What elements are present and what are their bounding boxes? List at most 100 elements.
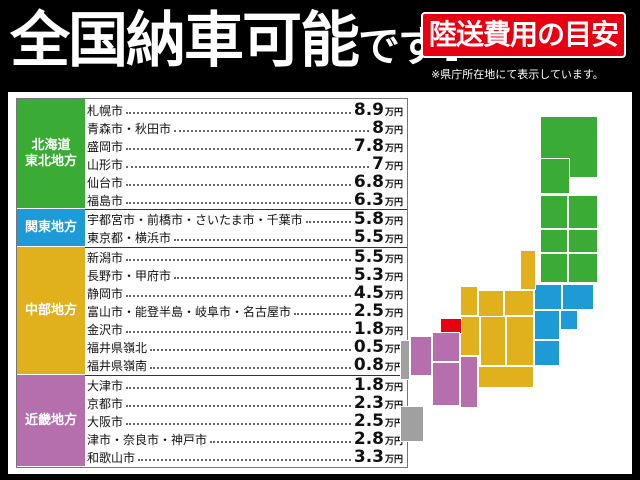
map-prefecture bbox=[478, 366, 534, 388]
price-unit: 万円 bbox=[384, 419, 403, 429]
leader-dots bbox=[150, 343, 351, 351]
price-row: 富山市・能登半島・岐阜市・名古屋市 2.5万円 bbox=[87, 301, 403, 321]
city-name: 仙台市 bbox=[87, 175, 124, 190]
map-prefecture bbox=[568, 195, 598, 229]
price-unit: 万円 bbox=[384, 198, 403, 208]
city-name: 新潟市 bbox=[87, 250, 124, 265]
price-value: 2.5万円 bbox=[353, 411, 403, 431]
price-value: 5.5万円 bbox=[353, 227, 403, 247]
price-value: 0.8万円 bbox=[353, 355, 403, 375]
price-unit: 万円 bbox=[384, 162, 403, 172]
price-row: 金沢市 1.8万円 bbox=[87, 319, 403, 339]
price-unit: 万円 bbox=[384, 235, 403, 245]
region-divider bbox=[85, 209, 407, 210]
price-row: 津市・奈良市・神戸市 2.8万円 bbox=[87, 429, 403, 449]
price-row: 宇都宮市・前橋市・さいたま市・千葉市 5.8万円 bbox=[87, 209, 403, 229]
price-row: 福島市 6.3万円 bbox=[87, 190, 403, 210]
map-prefecture bbox=[568, 229, 598, 253]
price-table: 北海道 東北地方 関東地方 中部地方 近畿地方 札幌市 8.9万円 青森市・秋田市 8万… bbox=[16, 98, 408, 468]
city-name: 大阪市 bbox=[87, 414, 124, 429]
price-unit: 万円 bbox=[384, 273, 403, 283]
header: 全国納車可能です! 陸送費用の目安 ※県庁所在地にて表示しています。 bbox=[0, 0, 640, 90]
price-unit: 万円 bbox=[384, 217, 403, 227]
city-name: 和歌山市 bbox=[87, 450, 136, 465]
price-unit: 万円 bbox=[384, 383, 403, 393]
leader-dots bbox=[294, 307, 351, 315]
map-prefecture bbox=[478, 290, 504, 320]
leader-dots bbox=[126, 289, 351, 297]
price-unit: 万円 bbox=[384, 345, 403, 355]
city-name: 福井県嶺北 bbox=[87, 340, 148, 355]
map-prefecture bbox=[400, 406, 424, 442]
price-row: 大津市 1.8万円 bbox=[87, 375, 403, 395]
price-row: 福井県嶺南 0.8万円 bbox=[87, 355, 403, 375]
cost-guide-badge: 陸送費用の目安 bbox=[421, 12, 626, 58]
price-value: 7.8万円 bbox=[353, 136, 403, 156]
region-divider bbox=[85, 375, 407, 376]
map-prefecture bbox=[560, 310, 578, 330]
price-value: 2.3万円 bbox=[353, 393, 403, 413]
price-row: 東京都・横浜市 5.5万円 bbox=[87, 227, 403, 247]
price-value: 5.5万円 bbox=[353, 247, 403, 267]
price-row: 山形市 7万円 bbox=[87, 154, 403, 174]
region-divider bbox=[85, 247, 407, 248]
leader-dots bbox=[150, 361, 351, 369]
map-prefecture bbox=[460, 356, 478, 408]
region-label-hokkaido-tohoku: 北海道 東北地方 bbox=[17, 99, 85, 209]
leader-dots bbox=[210, 435, 351, 443]
price-row: 青森市・秋田市 8万円 bbox=[87, 118, 403, 138]
price-row: 盛岡市 7.8万円 bbox=[87, 136, 403, 156]
price-value: 1.8万円 bbox=[353, 319, 403, 339]
city-name: 津市・奈良市・神戸市 bbox=[87, 432, 208, 447]
price-row: 大阪市 2.5万円 bbox=[87, 411, 403, 431]
map-prefecture bbox=[534, 310, 560, 340]
city-name: 福井県嶺南 bbox=[87, 358, 148, 373]
price-unit: 万円 bbox=[384, 144, 403, 154]
price-unit: 万円 bbox=[384, 180, 403, 190]
price-row: 京都市 2.3万円 bbox=[87, 393, 403, 413]
price-unit: 万円 bbox=[384, 291, 403, 301]
price-row: 新潟市 5.5万円 bbox=[87, 247, 403, 267]
map-prefecture bbox=[504, 290, 534, 316]
city-name: 山形市 bbox=[87, 157, 124, 172]
leader-dots bbox=[126, 178, 351, 186]
map-prefecture bbox=[480, 316, 506, 366]
price-unit: 万円 bbox=[384, 108, 403, 118]
map-prefecture bbox=[520, 250, 536, 290]
price-value: 5.3万円 bbox=[353, 265, 403, 285]
city-name: 大津市 bbox=[87, 378, 124, 393]
price-row: 静岡市 4.5万円 bbox=[87, 283, 403, 303]
leader-dots bbox=[126, 196, 351, 204]
price-value: 4.5万円 bbox=[353, 283, 403, 303]
city-name: 宇都宮市・前橋市・さいたま市・千葉市 bbox=[87, 212, 303, 227]
map-prefecture bbox=[540, 229, 568, 253]
leader-dots bbox=[126, 160, 370, 168]
price-unit: 万円 bbox=[384, 255, 403, 265]
map-prefecture bbox=[400, 340, 410, 380]
map-prefecture bbox=[506, 316, 534, 366]
map-prefecture bbox=[460, 286, 478, 316]
leader-dots bbox=[305, 215, 351, 223]
price-value: 2.5万円 bbox=[353, 301, 403, 321]
map-prefecture bbox=[568, 253, 598, 283]
leader-dots bbox=[138, 453, 351, 461]
price-unit: 万円 bbox=[384, 363, 403, 373]
price-value: 2.8万円 bbox=[353, 429, 403, 449]
map-prefecture bbox=[410, 336, 432, 376]
map-prefecture bbox=[432, 332, 460, 362]
city-name: 福島市 bbox=[87, 193, 124, 208]
price-row: 和歌山市 3.3万円 bbox=[87, 447, 403, 467]
price-value: 1.8万円 bbox=[353, 375, 403, 395]
price-row: 仙台市 6.8万円 bbox=[87, 172, 403, 192]
price-unit: 万円 bbox=[384, 126, 403, 136]
map-prefecture bbox=[534, 284, 562, 310]
price-unit: 万円 bbox=[384, 327, 403, 337]
map-prefecture bbox=[540, 195, 568, 229]
city-name: 長野市・甲府市 bbox=[87, 268, 172, 283]
price-unit: 万円 bbox=[384, 309, 403, 319]
city-name: 東京都・横浜市 bbox=[87, 230, 172, 245]
leader-dots bbox=[174, 124, 370, 132]
city-name: 京都市 bbox=[87, 396, 124, 411]
leader-dots bbox=[174, 233, 351, 241]
city-name: 盛岡市 bbox=[87, 139, 124, 154]
